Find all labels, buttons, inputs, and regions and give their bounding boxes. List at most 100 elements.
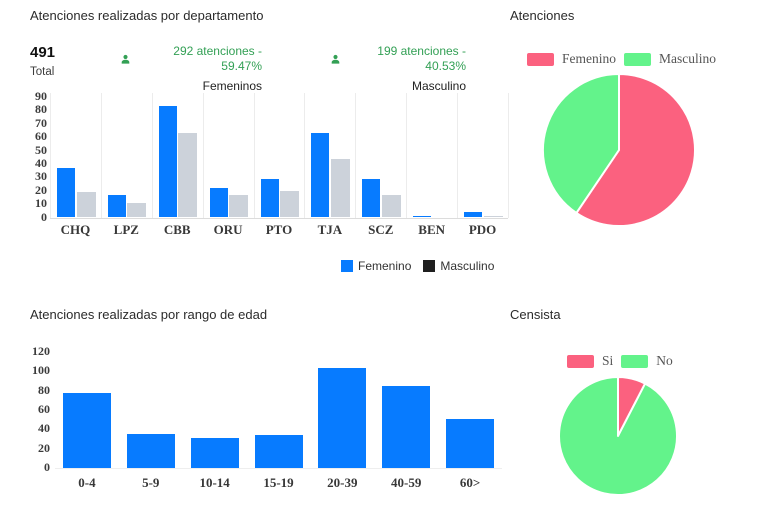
femenino-swatch — [527, 52, 554, 66]
legend-label: Masculino — [440, 259, 495, 273]
bar-femenino-pdo — [464, 212, 483, 218]
pie-censista-title: Censista — [510, 307, 561, 322]
x-axis-label: 10-14 — [199, 475, 230, 490]
age-bar-chart: 0 20 40 60 80 100 120 0-4 5-9 10-14 15-19 20-39 40-5… — [30, 344, 508, 500]
y-axis-label: 90 — [35, 89, 47, 104]
y-axis-label: 120 — [32, 344, 50, 358]
dept-chart-title: Atenciones realizadas por departamento — [30, 8, 264, 23]
y-axis-label: 20 — [35, 182, 47, 197]
si-swatch — [567, 354, 594, 368]
bar-masculino-scz — [381, 194, 401, 218]
gridline — [50, 93, 51, 218]
bar-masculino-tja — [330, 158, 350, 218]
legend-item-femenino[interactable]: Femenino — [341, 259, 411, 273]
legend-item-no[interactable]: No — [621, 353, 673, 369]
stat-masculino: 199 atenciones - 40.53% Masculino — [330, 44, 466, 93]
y-axis-label: 60 — [38, 402, 50, 416]
bar-0-4 — [62, 392, 111, 468]
y-axis-label: 80 — [35, 102, 47, 117]
x-axis-label: CBB — [163, 222, 191, 237]
bar-60> — [446, 418, 495, 468]
legend-label: Masculino — [659, 51, 716, 66]
legend-item-masculino[interactable]: Masculino — [423, 259, 494, 273]
y-axis-label: 30 — [35, 169, 47, 184]
legend-item-femenino[interactable]: Femenino — [527, 51, 616, 67]
y-axis-label: 80 — [38, 382, 50, 397]
bar-masculino-pto — [280, 190, 300, 218]
stat-femeninos-label: Femeninos — [202, 79, 262, 93]
gridline — [508, 93, 509, 218]
pie-slice-femenino — [575, 73, 696, 227]
legend-label: Femenino — [562, 51, 616, 66]
bar-5-9 — [126, 434, 175, 468]
pie-censista-legend: Si No — [567, 353, 673, 369]
y-axis-label: 60 — [35, 129, 47, 144]
x-axis-label: LPZ — [113, 222, 139, 237]
pie-atenciones-title: Atenciones — [510, 8, 575, 23]
bar-20-39 — [318, 368, 367, 468]
x-axis-label: BEN — [418, 222, 446, 237]
legend-item-masculino[interactable]: Masculino — [624, 51, 716, 67]
total-value: 491 — [30, 44, 56, 61]
dept-chart-legend: Femenino Masculino — [341, 259, 494, 273]
gridline — [202, 93, 204, 218]
bar-femenino-ben — [413, 216, 432, 218]
y-axis-label: 10 — [35, 196, 47, 211]
x-axis-label: ORU — [213, 222, 243, 237]
y-axis-label: 40 — [38, 421, 50, 436]
pie-slice-no — [558, 376, 678, 496]
bar-femenino-tja — [311, 133, 330, 218]
gridline — [355, 93, 357, 218]
femenino-swatch — [341, 260, 353, 272]
bar-masculino-chq — [76, 192, 96, 218]
legend-label: No — [656, 353, 673, 368]
x-axis-label: 5-9 — [142, 475, 160, 490]
age-chart-title: Atenciones realizadas por rango de edad — [30, 307, 268, 322]
bar-femenino-oru — [209, 188, 228, 218]
person-icon — [120, 54, 131, 65]
gridline — [457, 93, 459, 218]
x-axis-label: 40-59 — [391, 475, 422, 490]
pie-atenciones-legend: Femenino Masculino — [527, 51, 716, 67]
stat-femeninos-text: 292 atenciones - 59.47% — [173, 44, 262, 73]
pie-slice-masculino — [542, 73, 620, 214]
y-axis-label: 0 — [41, 209, 47, 224]
no-swatch — [621, 354, 649, 368]
bar-masculino-pdo — [483, 216, 503, 218]
bar-masculino-cbb — [178, 133, 198, 218]
person-icon — [330, 54, 341, 65]
bar-40-59 — [382, 385, 431, 468]
legend-label: Si — [602, 353, 614, 368]
atenciones-pie-chart — [542, 73, 696, 227]
bar-femenino-pto — [260, 178, 279, 218]
legend-label: Femenino — [358, 259, 412, 273]
total-block: 491 Total — [30, 44, 55, 78]
x-axis-label: TJA — [317, 222, 343, 237]
x-axis-line — [50, 217, 508, 219]
bar-masculino-lpz — [127, 202, 147, 218]
y-axis-label: 0 — [44, 460, 50, 474]
gridline — [151, 93, 153, 218]
x-axis-label: 0-4 — [78, 475, 96, 490]
x-axis-line — [55, 468, 502, 469]
bar-15-19 — [254, 435, 303, 468]
x-axis-label: 15-19 — [263, 475, 294, 490]
x-axis-label: SCZ — [368, 222, 394, 237]
stat-masculino-text: 199 atenciones - 40.53% — [377, 44, 466, 73]
legend-item-si[interactable]: Si — [567, 353, 613, 369]
dept-bar-chart: 0 10 20 30 40 50 60 70 80 90 CHQ LPZ CBB ORU PTO TJA SCZ… — [30, 89, 509, 250]
bar-femenino-cbb — [158, 106, 177, 218]
y-axis-label: 100 — [32, 363, 50, 378]
bar-10-14 — [190, 438, 239, 468]
gridline — [304, 93, 306, 218]
y-axis-label: 20 — [38, 440, 50, 455]
y-axis-label: 50 — [35, 142, 47, 157]
bar-masculino-oru — [229, 194, 249, 218]
stat-masculino-label: Masculino — [411, 79, 466, 93]
bar-femenino-chq — [57, 167, 75, 218]
x-axis-label: PDO — [468, 222, 497, 237]
bar-femenino-scz — [362, 178, 381, 218]
y-axis-label: 70 — [35, 115, 47, 130]
gridline — [100, 93, 102, 218]
